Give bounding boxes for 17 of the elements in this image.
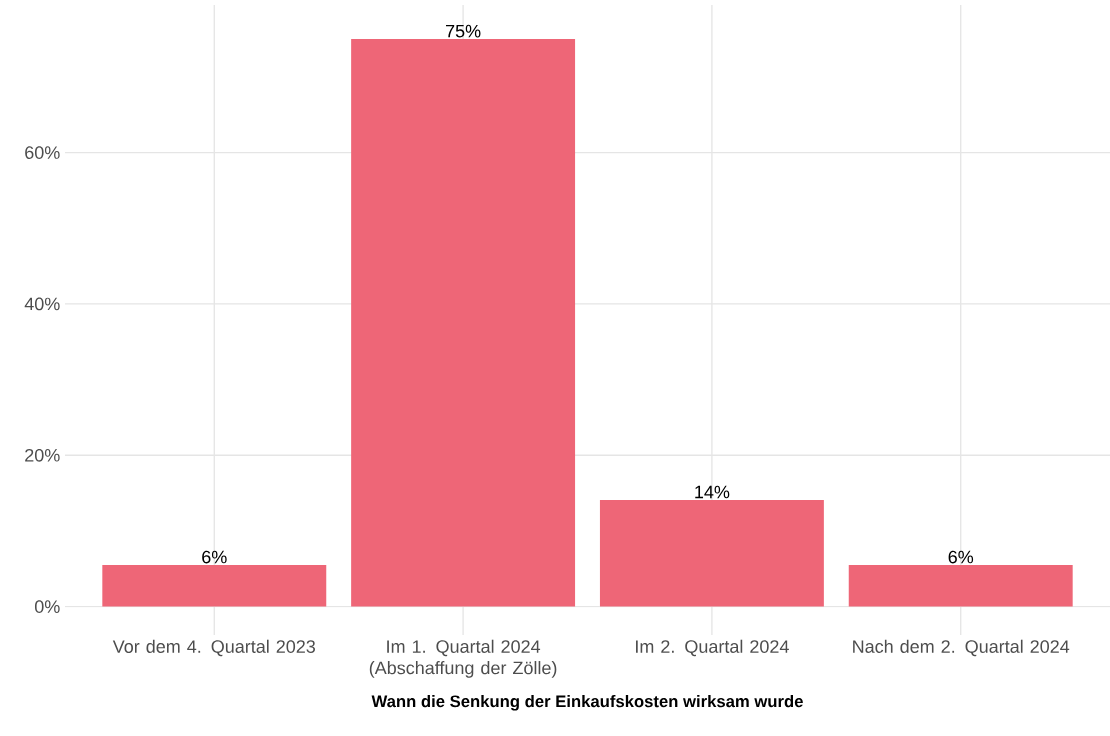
y-tick-label: 0% (34, 600, 60, 613)
x-tick-label: Im 2. Quartal 2024 (636, 639, 789, 657)
bar (848, 565, 1073, 607)
y-tick-label: 40% (24, 297, 60, 311)
x-axis-title: Wann die Senkung der Einkaufskosten wirksam wurde (371, 694, 803, 711)
x-tick-label: Vor dem 4. Quartal 2023 (112, 639, 316, 657)
bar (102, 565, 327, 607)
data-label: 75% (446, 24, 481, 38)
bar (599, 499, 824, 607)
data-label: 6% (948, 550, 974, 564)
bar (351, 39, 576, 607)
data-label: 14% (695, 485, 730, 499)
y-tick-label: 60% (25, 146, 60, 159)
data-label: 6% (202, 550, 227, 564)
y-tick-label: 20% (25, 448, 60, 462)
x-tick-label: Im 1. Quartal 2024 (Abschaffung der Zölle) (369, 639, 557, 678)
x-tick-label: Nach dem 2. Quartal 2024 (853, 639, 1070, 657)
